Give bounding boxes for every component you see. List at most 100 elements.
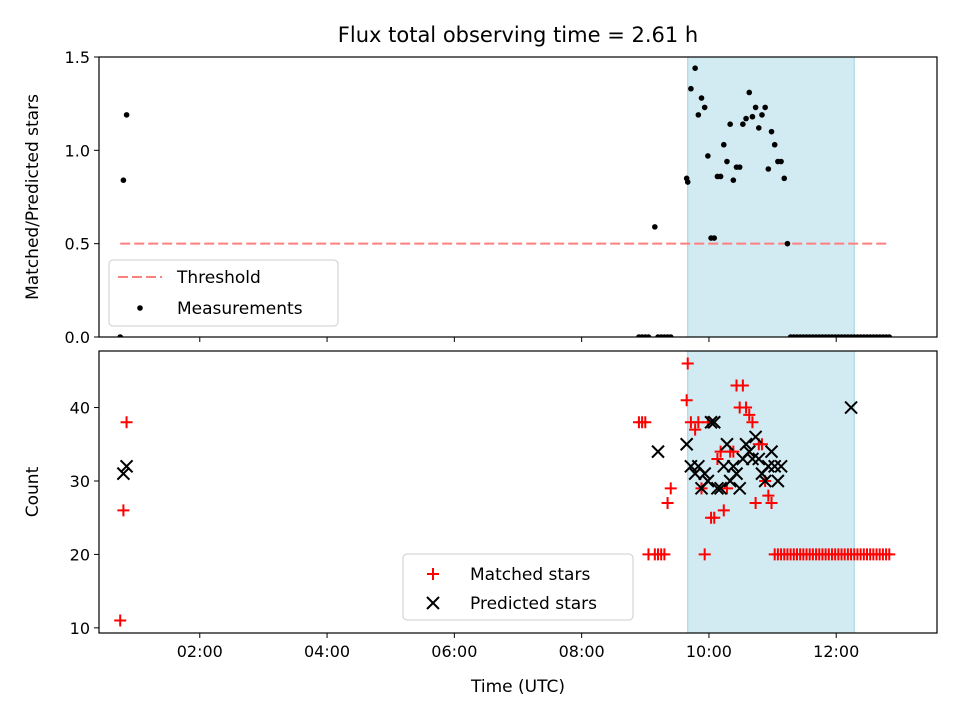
measurement-point: [692, 65, 698, 71]
matched-star-marker: [689, 423, 702, 436]
legend-label-measurements: Measurements: [177, 299, 303, 319]
measurement-point: [765, 166, 772, 172]
axes-frame: [98, 350, 938, 634]
x-tick-label: 04:00: [304, 642, 350, 661]
measurement-point: [743, 115, 749, 122]
measurement-point: [755, 125, 762, 131]
measurement-point: [724, 158, 730, 165]
matched-star-marker: [117, 504, 130, 517]
measurement-point: [667, 334, 674, 337]
predicted-star-marker: [742, 444, 756, 459]
y-tick-label: 20: [70, 545, 90, 564]
measurement-point: [701, 104, 708, 111]
top-panel: 0.0 0.5 1.0 1.5 Matched/Predicted stars Thres…: [23, 48, 938, 347]
y-tick-label: 1.0: [65, 141, 90, 160]
measurement-point: [711, 235, 718, 241]
predicted-star-marker: [713, 481, 728, 496]
predicted-star-marker: [717, 459, 731, 474]
x-tick-label: 06:00: [431, 642, 477, 661]
predicted-star-marker: [752, 452, 766, 466]
measurement-point: [781, 175, 788, 182]
measurement-point: [705, 153, 711, 159]
measurement-point: [698, 95, 705, 101]
predicted-star-marker: [764, 444, 779, 459]
legend-measurements-swatch: [137, 305, 143, 311]
x-tick-label: 10:00: [686, 642, 732, 661]
predicted-star-marker: [701, 474, 715, 488]
predicted-star-marker: [748, 430, 763, 444]
measurement-point: [120, 177, 127, 183]
predicted-star-marker: [704, 415, 718, 429]
matched-star-marker: [639, 416, 652, 429]
plot-area: [114, 357, 896, 627]
y-tick-label: 1.5: [65, 48, 90, 67]
measurement-point: [717, 173, 724, 180]
measurement-point: [736, 164, 743, 170]
measurement-point: [123, 112, 130, 118]
bottom-panel: 10 20 30 40 02:00 04:00 06:00 08:00 10:00 12:00 Co…: [23, 350, 938, 661]
x-tick-label: 02:00: [177, 642, 223, 661]
matched-star-marker: [736, 379, 749, 392]
matched-star-marker: [681, 357, 694, 370]
measurement-point: [759, 112, 765, 118]
matched-star-marker: [746, 416, 759, 429]
measurement-point: [117, 334, 124, 337]
matched-star-marker: [743, 408, 756, 421]
legend-predicted-swatch: [426, 596, 440, 610]
predicted-star-marker: [119, 459, 134, 474]
predicted-star-marker: [697, 466, 712, 481]
predicted-star-marker: [729, 466, 744, 481]
matched-star-marker: [755, 438, 768, 451]
x-tick-label: 12:00: [813, 642, 859, 661]
measurement-point: [752, 104, 759, 111]
predicted-star-marker: [745, 452, 760, 466]
measurement-point: [746, 89, 753, 96]
legend-label-predicted: Predicted stars: [470, 594, 597, 614]
predicted-star-marker: [116, 466, 131, 481]
x-axis-label: Time (UTC): [470, 677, 565, 697]
matched-star-marker: [740, 401, 753, 414]
predicted-star-marker: [767, 459, 782, 474]
measurement-point: [720, 141, 727, 148]
legend-box: [402, 553, 634, 621]
measurement-point: [652, 224, 658, 230]
plot-area: [117, 65, 893, 337]
measurement-point: [886, 334, 893, 337]
matched-star-marker: [114, 614, 127, 627]
legend-label-matched: Matched stars: [470, 565, 590, 585]
matched-star-marker: [765, 497, 778, 510]
highlight-span: [687, 57, 855, 337]
measurement-point: [695, 112, 702, 118]
y-tick-label: 10: [70, 619, 90, 638]
legend-label-threshold: Threshold: [176, 268, 261, 288]
x-tick-label: 08:00: [559, 642, 605, 661]
matched-star-marker: [883, 548, 896, 561]
matched-star-marker: [658, 548, 671, 561]
predicted-star-marker: [771, 474, 785, 488]
y-tick-label: 0.5: [65, 235, 90, 254]
measurement-point: [768, 128, 775, 135]
predicted-star-marker: [688, 466, 702, 481]
measurement-point: [684, 179, 691, 185]
predicted-star-marker: [720, 437, 734, 451]
matched-star-marker: [120, 416, 133, 429]
measurement-point: [784, 240, 791, 247]
y-tick-label: 0.0: [65, 328, 90, 347]
predicted-star-marker: [679, 437, 694, 451]
matched-star-marker: [749, 497, 762, 510]
predicted-star-marker: [761, 459, 776, 474]
measurement-point: [645, 334, 652, 337]
predicted-star-marker: [732, 481, 747, 496]
measurement-point: [727, 121, 733, 127]
measurement-point: [730, 177, 737, 183]
matched-star-marker: [762, 489, 775, 502]
matched-star-marker: [727, 445, 740, 458]
measurement-point: [740, 121, 746, 127]
matched-star-marker: [661, 497, 674, 510]
axes-frame: [98, 56, 938, 338]
matched-star-marker: [711, 452, 724, 465]
measurement-point: [749, 113, 756, 120]
legend: Matched stars Predicted stars: [402, 553, 634, 621]
highlight-span: [687, 351, 855, 633]
predicted-star-marker: [726, 459, 741, 474]
